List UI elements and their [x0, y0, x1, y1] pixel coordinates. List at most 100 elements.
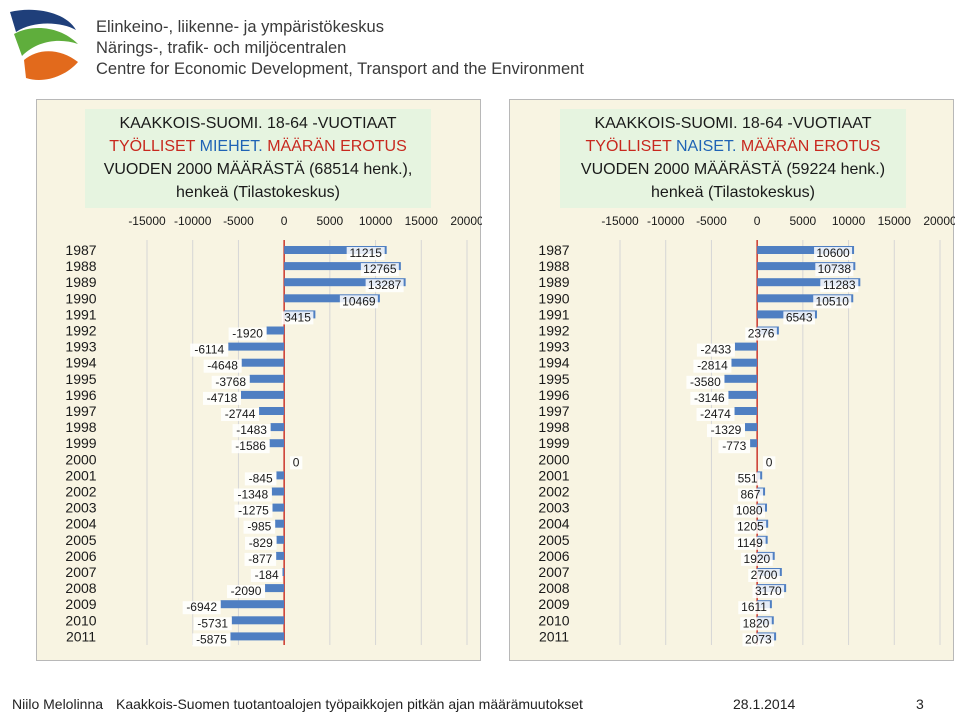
y-category-label: 1997 [538, 403, 569, 419]
data-label-bg [243, 520, 276, 534]
chart-title-line3: VUODEN 2000 MÄÄRÄSTÄ (68514 henk.), [103, 161, 413, 178]
x-tick-label: 0 [754, 214, 761, 228]
chart-title-line1: KAAKKOIS-SUOMI. 18-64 -VUOTIAAT [594, 115, 872, 132]
data-label: -2474 [700, 407, 731, 421]
chart-title-women: KAAKKOIS-SUOMI. 18-64 -VUOTIAAT TYÖLLISE… [560, 109, 906, 208]
chart-title-part-b: NAISET. [675, 138, 737, 155]
data-label-bg [783, 311, 815, 325]
data-label-bg [203, 391, 242, 405]
bar [266, 326, 285, 335]
chart-title-men: KAAKKOIS-SUOMI. 18-64 -VUOTIAAT TYÖLLISE… [85, 109, 431, 208]
data-label-bg [192, 633, 231, 647]
data-label-bg [734, 536, 766, 550]
bar [282, 568, 285, 576]
data-label: -6114 [194, 343, 224, 357]
footer-subject: Kaakkois-Suomen tuotantoalojen työpaikko… [116, 696, 583, 712]
data-label-bg [339, 295, 378, 309]
bar [276, 535, 285, 544]
data-label-bg [748, 569, 780, 582]
y-category-label: 1989 [65, 274, 96, 290]
y-category-label: 2006 [538, 548, 569, 564]
data-label-bg [813, 295, 852, 309]
data-label: -5731 [197, 616, 228, 630]
data-label: 1149 [737, 536, 763, 550]
x-tick-label: -5000 [223, 214, 254, 228]
chart-title-part-b: MIEHET. [199, 138, 263, 155]
data-label: 2073 [745, 632, 772, 646]
data-label: -773 [722, 439, 746, 453]
data-label: -877 [248, 552, 272, 566]
bar [744, 423, 758, 432]
y-category-label: 1987 [538, 242, 569, 258]
data-label-bg [182, 601, 221, 615]
logo-green-shape [14, 28, 78, 56]
bar [734, 342, 758, 351]
bar [272, 503, 285, 512]
data-label-bg [203, 359, 242, 373]
bar [271, 487, 285, 496]
bar [284, 278, 406, 287]
y-category-label: 1996 [65, 387, 96, 403]
data-label-bg [696, 343, 735, 357]
y-category-label: 2004 [538, 516, 569, 532]
data-label-bg [360, 263, 399, 277]
chart-title-line1: KAAKKOIS-SUOMI. 18-64 -VUOTIAAT [119, 115, 397, 132]
y-category-label: 2011 [539, 628, 569, 644]
data-label: 2376 [748, 327, 775, 341]
data-label: -1348 [237, 488, 268, 502]
data-label: -845 [249, 471, 273, 485]
data-label-bg [733, 504, 766, 518]
data-label-bg [244, 552, 277, 566]
bar [757, 294, 854, 303]
bar [230, 632, 285, 641]
data-label: 867 [740, 488, 760, 502]
bar [757, 278, 861, 287]
data-label: 0 [293, 455, 300, 469]
data-label: 3170 [755, 584, 782, 598]
y-category-label: 2003 [65, 500, 96, 516]
x-tick-label: -5000 [696, 214, 727, 228]
bar [757, 262, 856, 271]
data-label: 10738 [818, 262, 852, 276]
x-tick-label: -10000 [647, 214, 685, 228]
bar [228, 342, 285, 351]
y-category-label: 1992 [538, 323, 569, 339]
data-label-bg [686, 375, 725, 389]
data-label: -3580 [690, 375, 721, 389]
data-label-bg [281, 311, 314, 325]
data-label-bg [706, 424, 745, 438]
y-category-label: 2009 [538, 596, 569, 612]
x-tick-label: 20000 [450, 214, 482, 228]
y-category-label: 1989 [538, 274, 569, 290]
y-category-label: 1994 [538, 355, 569, 371]
y-category-label: 2000 [538, 451, 569, 467]
bar [731, 358, 758, 367]
page-header: Elinkeino-, liikenne- ja ympäristökeskus… [0, 0, 959, 95]
chart-title-part-a: TYÖLLISET [109, 138, 196, 155]
y-category-label: 1991 [65, 306, 96, 322]
y-category-label: 1998 [65, 419, 96, 435]
data-label: 0 [766, 455, 773, 469]
org-name-fi: Elinkeino-, liikenne- ja ympäristökeskus [96, 18, 384, 36]
bar [241, 390, 285, 399]
bar [249, 374, 285, 383]
y-category-label: 1992 [65, 323, 96, 339]
data-label-bg [289, 456, 303, 470]
bar [734, 407, 758, 415]
data-label: -1329 [711, 423, 742, 437]
data-label: -5875 [196, 632, 227, 646]
y-category-label: 1987 [65, 242, 96, 258]
chart-title-part-a: TYÖLLISET [585, 138, 672, 155]
data-label: 10600 [816, 246, 850, 260]
y-category-label: 1999 [65, 435, 96, 451]
data-label-bg [734, 472, 761, 486]
y-category-label: 1991 [538, 306, 569, 322]
data-label: -1586 [235, 439, 266, 453]
bar [284, 294, 380, 303]
x-tick-label: 15000 [878, 214, 912, 228]
data-label: -829 [249, 536, 273, 550]
data-label: 1080 [736, 504, 763, 518]
data-label-bg [814, 247, 853, 260]
data-label-bg [745, 327, 777, 341]
y-category-label: 1999 [538, 435, 569, 451]
